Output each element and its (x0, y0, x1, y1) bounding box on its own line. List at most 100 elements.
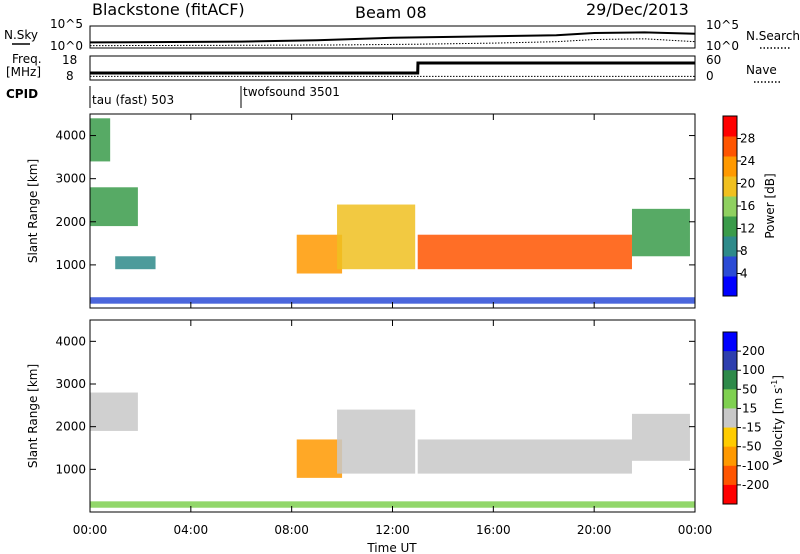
velocity-colorbar-tick-5: -50 (742, 440, 762, 454)
power-panel: 1000 2000 3000 4000 Slant Range [km] (26, 113, 696, 309)
velocity-ytick-label-1: 2000 (55, 420, 86, 434)
velocity-echo-region-4 (631, 413, 690, 461)
power-echo-region-3 (296, 234, 343, 274)
cpid-label: CPID (6, 87, 38, 101)
nave-tick-top: 60 (706, 53, 721, 67)
power-echo-region-5 (417, 234, 632, 270)
time-axis-title: Time UT (366, 541, 417, 554)
power-echo-region-1 (90, 118, 111, 162)
velocity-colorbar-tick-0: 200 (742, 344, 765, 358)
nsearch-label: N.Search (746, 29, 800, 43)
velocity-colorbar-label: Velocity [m s-1] (770, 375, 785, 465)
power-colorbar-block-8 (723, 116, 737, 137)
time-tick-label-4: 16:00 (476, 523, 511, 537)
time-tick-label-6: 00:00 (678, 523, 713, 537)
time-tick-label-2: 08:00 (274, 523, 309, 537)
velocity-colorbar-tick-7: -200 (742, 478, 769, 492)
power-ytick-label-1: 2000 (55, 215, 86, 229)
velocity-y-ticks: 1000 2000 3000 4000 (55, 334, 695, 476)
power-colorbar-block-0 (723, 276, 737, 297)
power-colorbar-block-1 (723, 256, 737, 277)
power-colorbar-tick-4: 20 (740, 177, 755, 191)
noise-panel: N.Sky 10^5 10^0 10^5 10^0 N.Search (4, 17, 800, 53)
velocity-colorbar-tick-3: 15 (742, 401, 757, 415)
velocity-colorbar-block-3 (723, 389, 737, 409)
velocity-colorbar-block-8 (723, 484, 737, 505)
freq-unit-label: [MHz] (6, 65, 41, 79)
velocity-colorbar-tick-1: 100 (742, 363, 765, 377)
power-colorbar-block-3 (723, 216, 737, 237)
power-y-ticks: 1000 2000 3000 4000 (55, 129, 695, 272)
power-echo-region-2 (115, 256, 156, 270)
nsky-label: N.Sky (4, 28, 38, 42)
velocity-colorbar-block-0 (723, 332, 737, 352)
power-colorbar-tick-2: 12 (740, 222, 755, 236)
cpid-row: CPID tau (fast) 503 twofsound 3501 (6, 85, 340, 108)
velocity-colorbar: 200 100 50 15 -15 -50 -100 -200 Velocity [m s-1… (722, 331, 785, 505)
power-colorbar-block-2 (723, 236, 737, 257)
noise-series-line-0 (89, 31, 696, 44)
velocity-colorbar-label-end: ] (771, 375, 785, 380)
noise-panel-frame (89, 25, 696, 49)
velocity-colorbar-frame (722, 331, 738, 505)
velocity-echo-region-2 (337, 409, 416, 474)
power-colorbar-block-5 (723, 176, 737, 197)
freq-tick-top: 18 (62, 53, 77, 67)
power-echo-region-4 (337, 204, 416, 270)
velocity-ytick-label-0: 1000 (55, 462, 86, 476)
power-colorbar-tick-1: 8 (740, 244, 748, 258)
power-echo-region-0 (90, 187, 138, 227)
velocity-colorbar-label-sup: -1 (770, 380, 779, 388)
power-ylabel: Slant Range [km] (26, 159, 40, 263)
power-colorbar-block-7 (723, 136, 737, 157)
velocity-colorbar-label-main: Velocity [m s (771, 388, 785, 465)
velocity-colorbar-block-2 (723, 370, 737, 390)
power-colorbar-tick-3: 16 (740, 199, 755, 213)
freq-label: Freq. (12, 52, 42, 66)
velocity-echo-region-1 (296, 439, 343, 478)
noise-tick-left-top: 10^5 (50, 17, 83, 31)
velocity-x-ticks (89, 320, 696, 512)
velocity-colorbar-block-5 (723, 427, 737, 448)
time-tick-label-0: 00:00 (73, 523, 108, 537)
cpid-segment-2: twofsound 3501 (243, 85, 340, 99)
beam-label: Beam 08 (355, 3, 427, 22)
time-tick-label-3: 12:00 (375, 523, 410, 537)
velocity-colorbar-block-7 (723, 465, 737, 486)
velocity-colorbar-tick-4: -15 (742, 421, 762, 435)
power-colorbar-label: Power [dB] (763, 173, 777, 238)
freq-panel-frame (89, 55, 696, 81)
velocity-ylabel: Slant Range [km] (26, 364, 40, 468)
noise-tick-left-bottom: 10^0 (50, 39, 83, 53)
power-x-ticks (89, 114, 696, 308)
power-ytick-label-2: 3000 (55, 172, 86, 186)
freq-nave-panel: Freq. [MHz] 18 8 60 0 Nave (6, 52, 780, 83)
freq-tick-bottom: 8 (66, 69, 74, 83)
velocity-colorbar-block-4 (723, 408, 737, 429)
power-colorbar-block-6 (723, 156, 737, 177)
velocity-echoes (90, 392, 695, 508)
power-colorbar-tick-6: 28 (740, 132, 755, 146)
velocity-colorbar-tick-6: -100 (742, 459, 769, 473)
cpid-segment-1: tau (fast) 503 (92, 93, 174, 107)
velocity-colorbar-block-1 (723, 351, 737, 371)
station-title: Blackstone (fitACF) (92, 0, 245, 19)
velocity-echo-region-5 (90, 501, 695, 508)
power-colorbar-tick-0: 4 (740, 267, 748, 281)
velocity-ytick-label-2: 3000 (55, 377, 86, 391)
power-colorbar-ticks: 4 8 12 16 20 24 28 (737, 132, 755, 281)
time-tick-label-1: 04:00 (174, 523, 209, 537)
velocity-panel: 1000 2000 3000 4000 Slant Range [km] (26, 319, 696, 513)
time-tick-label-5: 20:00 (577, 523, 612, 537)
velocity-colorbar-blocks (723, 332, 737, 505)
power-colorbar-block-4 (723, 196, 737, 217)
nave-label: Nave (746, 63, 777, 77)
velocity-echo-region-0 (90, 392, 138, 431)
time-axis-labels: 00:00 04:00 08:00 12:00 16:00 20:00 00:00 (73, 523, 713, 537)
power-colorbar-blocks (723, 116, 737, 297)
power-echo-region-7 (90, 297, 695, 304)
noise-series-line-1 (89, 38, 696, 47)
velocity-colorbar-tick-2: 50 (742, 382, 757, 396)
noise-series (89, 31, 696, 47)
